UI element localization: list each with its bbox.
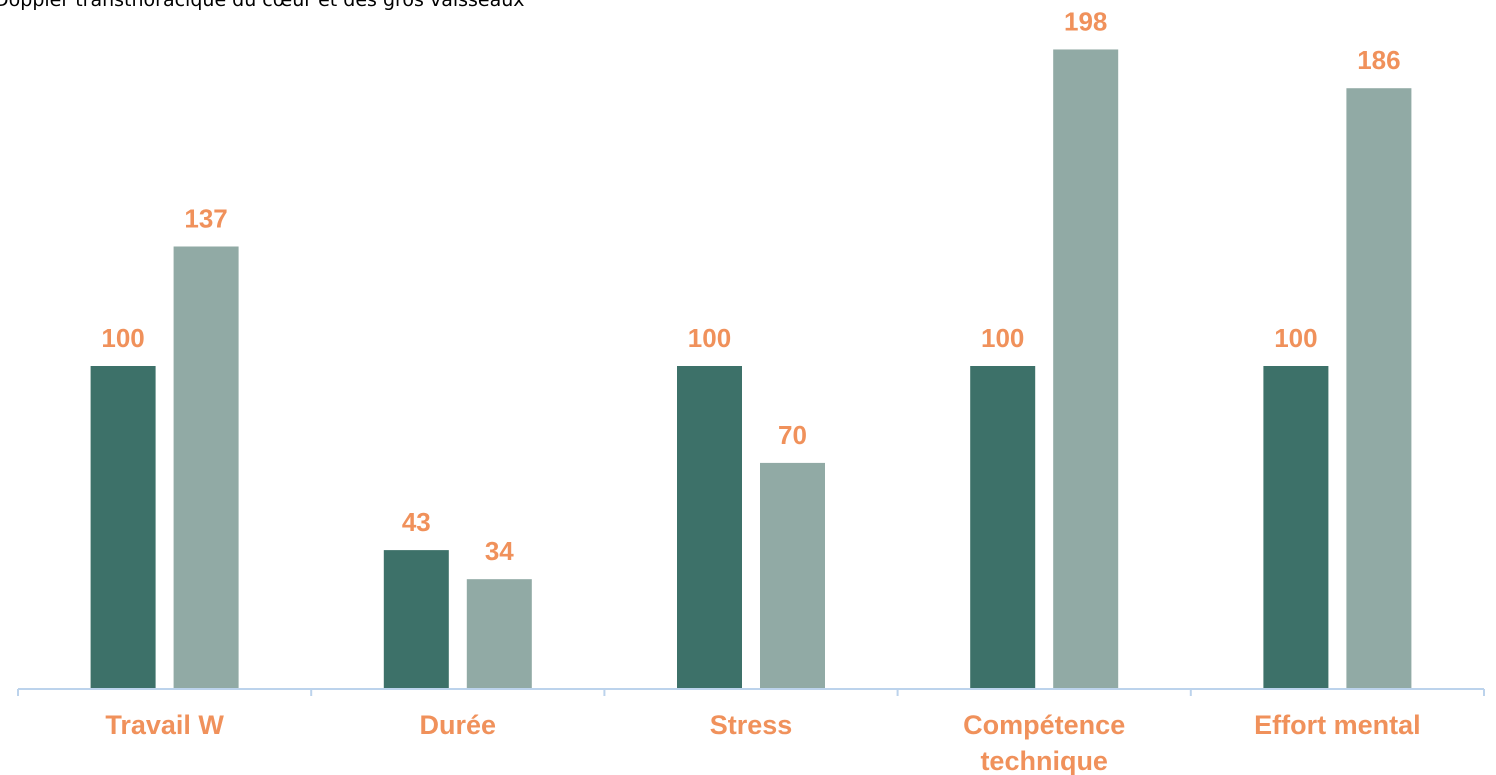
x-tick-label: Stress — [710, 710, 793, 740]
data-label: 100 — [981, 323, 1024, 353]
x-tick-label: Compétence — [963, 710, 1125, 740]
bar-series-1 — [970, 366, 1036, 689]
x-tick-label: Durée — [420, 710, 497, 740]
bars-group — [90, 49, 1412, 690]
data-label: 100 — [688, 323, 731, 353]
bar-series-2 — [466, 579, 532, 689]
x-axis — [17, 688, 1485, 696]
x-tick-label: Effort mental — [1254, 710, 1421, 740]
bar-series-2 — [1346, 88, 1412, 690]
data-label: 70 — [778, 420, 807, 450]
data-label: 43 — [402, 507, 431, 537]
category-labels-group: Travail W Durée Stress Compétence technique E… — [105, 710, 1420, 775]
bar-series-2 — [1053, 49, 1119, 689]
data-label: 100 — [101, 323, 144, 353]
value-labels-group: 100 137 43 34 100 70 100 198 100 186 — [101, 6, 1400, 566]
bar-series-1 — [1263, 366, 1329, 689]
data-label: 100 — [1274, 323, 1317, 353]
data-label: 34 — [485, 536, 514, 566]
x-tick-label: Travail W — [105, 710, 224, 740]
bar-series-1 — [677, 366, 742, 689]
data-label: 186 — [1357, 45, 1400, 75]
bar-series-1 — [90, 366, 156, 689]
data-label: 198 — [1064, 6, 1107, 36]
figure-caption: Doppler transthoracique du cœur et des g… — [0, 0, 525, 11]
bar-series-1 — [383, 550, 449, 689]
bar-series-2 — [760, 462, 825, 689]
x-tick-label: technique — [980, 746, 1108, 775]
data-label: 137 — [184, 203, 227, 233]
bar-series-2 — [173, 246, 239, 690]
